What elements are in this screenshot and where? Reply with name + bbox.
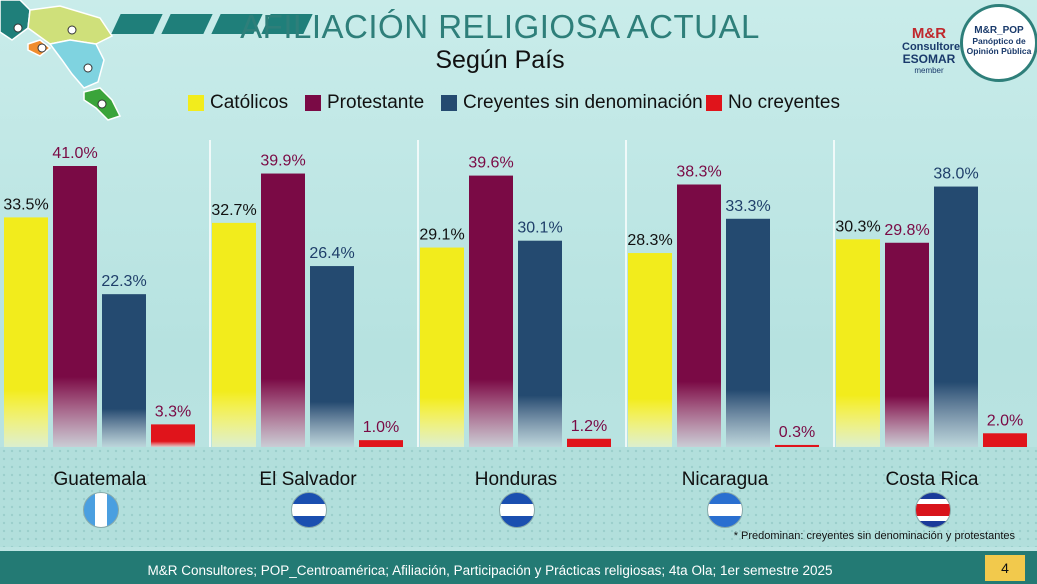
- country-label-honduras: Honduras: [474, 469, 558, 490]
- data-label-guatemala-creyentes-sin-denominacion: 22.3%: [101, 273, 146, 290]
- data-label-costa-rica-no-creyentes: 2.0%: [987, 412, 1023, 429]
- data-label-el-salvador-creyentes-sin-denominacion: 26.4%: [309, 245, 354, 262]
- bar-chart: 33.5% 41.0% 22.3% 3.3% 32.7% 39.9% 26.4% 1.0% 29…: [3, 140, 1027, 448]
- bar-reflection: [261, 173, 305, 448]
- bar-reflection: [726, 218, 770, 447]
- mr-logo-esomar: ESOMAR: [902, 52, 956, 66]
- data-label-costa-rica-catolicos: 30.3%: [835, 218, 880, 235]
- bar-reflection: [836, 239, 880, 447]
- legend-label: No creyentes: [728, 92, 840, 113]
- mr-logo: M&R Consultores ESOMAR member: [902, 4, 967, 98]
- data-label-nicaragua-protestante: 38.3%: [676, 164, 721, 181]
- chart-legend: Católicos Protestante Creyentes sin deno…: [0, 92, 1037, 114]
- data-label-el-salvador-no-creyentes: 1.0%: [363, 419, 399, 436]
- footnote: * Predominan: creyentes sin denominación…: [733, 530, 1015, 542]
- bar-reflection: [4, 217, 48, 447]
- bar-reflection: [102, 294, 146, 447]
- bar-reflection: [628, 253, 672, 447]
- country-label-el-salvador: El Salvador: [259, 469, 357, 490]
- data-label-honduras-creyentes-sin-denominacion: 30.1%: [517, 220, 562, 237]
- data-label-guatemala-no-creyentes: 3.3%: [155, 403, 191, 420]
- pop-logo-sub: Panóptico de Opinión Pública: [966, 36, 1032, 56]
- mr-logo-member: member: [914, 66, 944, 75]
- el-salvador-flag-icon: [291, 492, 327, 528]
- data-label-el-salvador-protestante: 39.9%: [260, 153, 305, 170]
- data-label-honduras-no-creyentes: 1.2%: [571, 418, 607, 435]
- legend-swatch: [305, 95, 321, 111]
- mr-logo-brand: M&R: [911, 25, 947, 42]
- bar-reflection: [885, 242, 929, 447]
- data-label-nicaragua-no-creyentes: 0.3%: [779, 424, 815, 441]
- legend-swatch: [706, 95, 722, 111]
- guatemala-flag-icon: [83, 492, 119, 528]
- bar-reflection: [53, 166, 97, 447]
- data-label-guatemala-catolicos: 33.5%: [3, 196, 48, 213]
- honduras-flag-icon: [499, 492, 535, 528]
- bar-reflection: [420, 247, 464, 447]
- data-label-honduras-protestante: 39.6%: [468, 155, 513, 172]
- bar-reflection: [469, 175, 513, 447]
- footer-bar: M&R Consultores; POP_Centroamérica; Afil…: [0, 551, 1037, 584]
- bar-reflection: [151, 424, 195, 447]
- data-label-costa-rica-creyentes-sin-denominacion: 38.0%: [933, 166, 978, 183]
- data-label-honduras-catolicos: 29.1%: [419, 227, 464, 244]
- data-label-nicaragua-creyentes-sin-denominacion: 33.3%: [725, 198, 770, 215]
- legend-swatch: [441, 95, 457, 111]
- legend-label: Protestante: [327, 92, 425, 113]
- footer-source: M&R Consultores; POP_Centroamérica; Afil…: [147, 563, 833, 578]
- data-label-nicaragua-catolicos: 28.3%: [627, 232, 672, 249]
- chart-title: AFILIACIÓN RELIGIOSA ACTUAL: [240, 8, 760, 45]
- chart-subtitle: Según País: [435, 46, 565, 74]
- bar-reflection: [677, 184, 721, 447]
- central-america-map: [0, 0, 122, 121]
- mr-logo-sub: Consultores: [902, 41, 967, 53]
- legend-swatch: [188, 95, 204, 111]
- bar-costa-rica-no-creyentes: [983, 433, 1027, 447]
- nicaragua-flag-icon: [707, 492, 743, 528]
- bar-reflection: [212, 222, 256, 447]
- bar-reflection: [518, 240, 562, 447]
- page-number: 4: [985, 555, 1025, 581]
- bar-reflection: [934, 186, 978, 447]
- country-label-costa-rica: Costa Rica: [885, 469, 979, 490]
- country-label-nicaragua: Nicaragua: [681, 469, 769, 490]
- legend-item-catolicos: Católicos: [188, 92, 288, 114]
- country-label-guatemala: Guatemala: [53, 469, 147, 490]
- bar-honduras-no-creyentes: [567, 438, 611, 447]
- data-label-el-salvador-catolicos: 32.7%: [211, 202, 256, 219]
- data-label-costa-rica-protestante: 29.8%: [884, 222, 929, 239]
- legend-label: Creyentes sin denominación: [463, 92, 703, 113]
- bar-nicaragua-no-creyentes: [775, 444, 819, 447]
- pop-logo-brand: M&R_POP: [974, 25, 1024, 36]
- bar-reflection: [310, 266, 354, 447]
- legend-label: Católicos: [210, 92, 289, 113]
- data-label-guatemala-protestante: 41.0%: [52, 145, 97, 162]
- legend-item-no-creyentes: No creyentes: [706, 92, 840, 114]
- legend-item-creyentes: Creyentes sin denominación: [441, 92, 703, 114]
- bar-el-salvador-no-creyentes: [359, 440, 403, 447]
- pop-logo: M&R_POP Panóptico de Opinión Pública: [960, 4, 1037, 82]
- legend-item-protestante: Protestante: [305, 92, 424, 114]
- costa-rica-flag-icon: [915, 492, 951, 528]
